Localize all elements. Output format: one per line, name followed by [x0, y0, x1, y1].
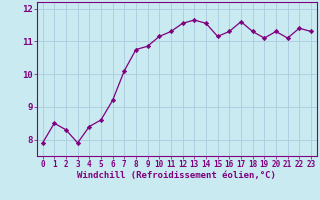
X-axis label: Windchill (Refroidissement éolien,°C): Windchill (Refroidissement éolien,°C) — [77, 171, 276, 180]
